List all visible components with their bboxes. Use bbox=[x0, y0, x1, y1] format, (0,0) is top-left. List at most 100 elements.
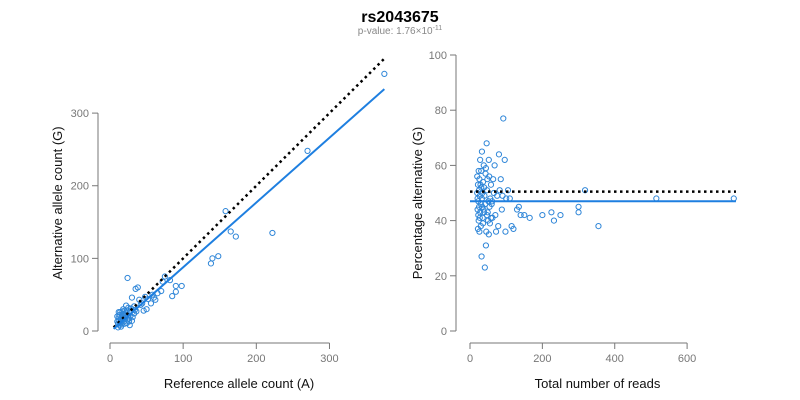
data-point bbox=[495, 151, 503, 158]
data-point bbox=[478, 253, 485, 260]
data-point bbox=[128, 294, 136, 301]
data-point bbox=[485, 231, 492, 238]
data-point bbox=[119, 308, 126, 315]
data-point bbox=[595, 223, 602, 230]
fit-line bbox=[112, 88, 386, 330]
y-tick-label: 300 bbox=[71, 108, 89, 120]
x-tick-label: 200 bbox=[247, 353, 265, 365]
data-point bbox=[481, 264, 488, 271]
data-point bbox=[227, 228, 234, 235]
data-point bbox=[485, 156, 492, 163]
x-axis-title: Reference allele count (A) bbox=[164, 376, 314, 391]
x-tick-label: 0 bbox=[467, 353, 473, 365]
data-point bbox=[496, 187, 503, 194]
reference-line bbox=[112, 57, 386, 329]
data-point bbox=[478, 148, 486, 155]
data-point bbox=[491, 162, 498, 169]
data-point bbox=[492, 228, 500, 235]
data-point bbox=[526, 214, 533, 221]
data-point bbox=[548, 209, 555, 216]
x-tick-label: 100 bbox=[174, 353, 192, 365]
x-tick-label: 600 bbox=[678, 353, 696, 365]
x-tick-label: 0 bbox=[107, 353, 113, 365]
right-scatter-panel: 0 20 40 60 80 100 0 200 400 600 Total number of re… bbox=[410, 50, 737, 391]
data-point bbox=[304, 147, 311, 154]
data-point bbox=[474, 206, 481, 213]
data-point bbox=[517, 211, 524, 219]
data-point bbox=[475, 167, 482, 175]
data-point bbox=[490, 189, 497, 197]
data-point bbox=[474, 225, 482, 232]
data-point bbox=[521, 211, 528, 219]
data-point bbox=[487, 181, 495, 188]
data-point bbox=[232, 233, 239, 240]
data-point bbox=[477, 156, 484, 163]
data-point bbox=[169, 293, 176, 300]
data-point bbox=[499, 192, 506, 199]
data-point bbox=[143, 306, 150, 313]
data-point bbox=[207, 260, 215, 267]
data-point bbox=[479, 203, 486, 210]
data-point bbox=[172, 288, 179, 295]
data-point bbox=[502, 228, 509, 235]
data-point bbox=[479, 220, 487, 227]
y-tick-label: 20 bbox=[435, 271, 447, 283]
data-point bbox=[478, 167, 485, 175]
data-point bbox=[209, 255, 216, 262]
subtitle-prefix: p-value: 1.76×10 bbox=[358, 26, 433, 37]
y-tick-label: 100 bbox=[429, 50, 447, 62]
left-scatter-panel: 0 100 200 300 0 100 200 300 Reference allele cou… bbox=[50, 57, 388, 391]
data-point bbox=[132, 285, 139, 292]
data-point bbox=[513, 206, 521, 213]
data-point bbox=[474, 173, 481, 180]
data-point bbox=[222, 208, 229, 215]
data-point bbox=[482, 242, 490, 249]
x-tick-label: 300 bbox=[320, 353, 338, 365]
y-tick-label: 40 bbox=[435, 216, 447, 228]
data-point bbox=[483, 140, 490, 147]
data-point bbox=[124, 274, 131, 282]
data-point bbox=[501, 156, 508, 163]
y-axis-title: Percentage alternative (G) bbox=[410, 127, 425, 279]
data-point bbox=[139, 300, 146, 307]
subtitle-exponent: -11 bbox=[433, 25, 443, 32]
data-point bbox=[477, 181, 484, 188]
data-point bbox=[150, 294, 157, 301]
data-point bbox=[497, 176, 504, 183]
y-tick-label: 200 bbox=[71, 181, 89, 193]
data-point bbox=[484, 176, 491, 183]
y-tick-label: 100 bbox=[71, 253, 89, 265]
data-point bbox=[482, 165, 490, 172]
data-point bbox=[144, 295, 152, 303]
data-point bbox=[147, 300, 155, 307]
data-point bbox=[550, 217, 558, 224]
x-axis-title: Total number of reads bbox=[535, 376, 661, 391]
data-point bbox=[498, 206, 505, 213]
data-point bbox=[557, 211, 564, 219]
data-point bbox=[140, 307, 147, 314]
y-tick-label: 0 bbox=[441, 326, 447, 338]
data-point bbox=[508, 223, 515, 230]
x-tick-label: 400 bbox=[606, 353, 624, 365]
data-point bbox=[126, 322, 133, 329]
data-point bbox=[269, 229, 276, 237]
data-point bbox=[487, 214, 495, 221]
data-point bbox=[149, 291, 156, 298]
data-point bbox=[481, 209, 488, 216]
chart-subtitle: p-value: 1.76×10-11 bbox=[358, 25, 442, 37]
data-point bbox=[172, 282, 179, 290]
data-point bbox=[476, 214, 483, 221]
data-point bbox=[117, 319, 124, 327]
data-point bbox=[161, 273, 168, 280]
y-tick-label: 0 bbox=[83, 326, 89, 338]
x-tick-label: 200 bbox=[533, 353, 551, 365]
data-point bbox=[484, 209, 491, 216]
data-point bbox=[486, 203, 493, 210]
data-point bbox=[494, 192, 501, 199]
data-point bbox=[478, 184, 485, 191]
data-point bbox=[575, 203, 582, 210]
chart-title: rs2043675 bbox=[361, 9, 439, 26]
data-point bbox=[575, 209, 582, 216]
